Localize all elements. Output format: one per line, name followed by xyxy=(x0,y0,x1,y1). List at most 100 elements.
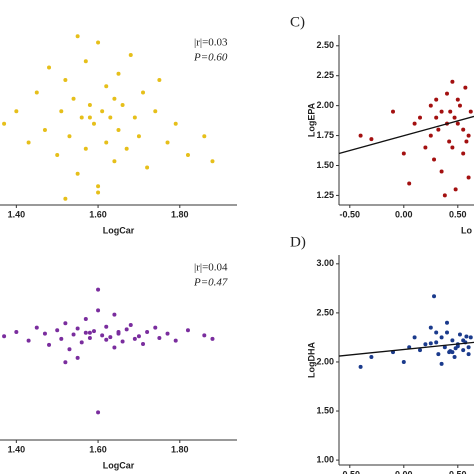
y-tick-label: 1.25 xyxy=(316,190,334,200)
point xyxy=(112,345,117,350)
point xyxy=(466,175,471,180)
point xyxy=(83,316,88,321)
point xyxy=(457,332,462,337)
point xyxy=(63,196,68,201)
point xyxy=(104,84,109,89)
point xyxy=(91,329,96,334)
y-tick-label: 1.75 xyxy=(316,130,334,140)
point xyxy=(453,187,458,192)
point xyxy=(120,339,125,344)
point xyxy=(100,333,105,338)
point xyxy=(407,181,412,186)
point xyxy=(461,127,466,132)
annotation: P=0.47 xyxy=(193,277,228,289)
point xyxy=(120,103,125,107)
point xyxy=(439,169,444,174)
point xyxy=(173,121,178,126)
point xyxy=(104,337,109,342)
point xyxy=(87,330,92,335)
y-axis-label: LogDHA xyxy=(306,342,316,378)
point xyxy=(75,355,80,360)
point xyxy=(75,326,80,331)
point xyxy=(461,338,466,343)
point xyxy=(185,153,190,157)
point xyxy=(104,324,109,329)
point xyxy=(401,151,406,156)
point xyxy=(439,335,444,340)
point xyxy=(447,139,452,144)
point xyxy=(358,364,363,369)
point xyxy=(26,140,31,145)
point xyxy=(450,79,455,84)
x-tick-label: 1.60 xyxy=(89,209,107,219)
point xyxy=(401,359,406,364)
y-axis-label: LogEPA xyxy=(306,102,316,137)
annotation: |r|=0.03 xyxy=(194,37,228,49)
x-axis-label: LogCar xyxy=(103,225,135,235)
point xyxy=(96,184,101,189)
point xyxy=(153,109,158,114)
point xyxy=(464,139,469,144)
point xyxy=(412,121,417,126)
point xyxy=(428,103,433,108)
x-axis-label: LogCar xyxy=(103,460,135,470)
point xyxy=(165,331,170,336)
point xyxy=(83,330,88,335)
point xyxy=(14,109,19,114)
point xyxy=(79,340,84,345)
y-tick-label: 2.25 xyxy=(316,70,334,80)
point xyxy=(141,90,146,95)
x-tick-label: -0.50 xyxy=(340,209,361,219)
x-tick-label: 1.40 xyxy=(8,209,26,219)
point xyxy=(116,128,121,132)
point xyxy=(59,336,64,341)
point xyxy=(116,331,121,336)
point xyxy=(63,360,68,365)
point xyxy=(448,349,453,354)
point xyxy=(96,190,101,195)
x-tick-label: 0.50 xyxy=(449,469,467,474)
point xyxy=(96,287,101,292)
point xyxy=(47,342,52,347)
point xyxy=(112,312,117,317)
point xyxy=(145,165,150,170)
point xyxy=(173,338,178,343)
point xyxy=(83,146,88,151)
point xyxy=(165,140,170,145)
x-tick-label: 1.80 xyxy=(171,209,189,219)
point xyxy=(136,134,141,139)
point xyxy=(428,325,433,330)
point xyxy=(42,128,47,132)
point xyxy=(369,137,374,142)
point xyxy=(432,294,437,299)
point xyxy=(157,78,162,82)
point xyxy=(445,91,449,96)
point xyxy=(450,338,455,343)
y-tick-label: 2.00 xyxy=(316,356,334,366)
point xyxy=(423,145,428,150)
point xyxy=(434,115,439,120)
y-tick-label: 2.50 xyxy=(316,40,334,50)
x-tick-label: 1.60 xyxy=(89,444,107,454)
point xyxy=(153,325,158,330)
point xyxy=(157,335,162,340)
point xyxy=(63,321,68,326)
point xyxy=(442,193,447,198)
point xyxy=(418,348,422,353)
fit-line xyxy=(338,115,474,155)
point xyxy=(412,335,417,340)
point xyxy=(448,109,453,114)
point xyxy=(47,65,52,70)
x-tick-label: 0.00 xyxy=(395,469,413,474)
point xyxy=(75,34,80,39)
point xyxy=(445,320,449,325)
point xyxy=(210,336,215,341)
point xyxy=(455,121,460,126)
point xyxy=(112,159,117,164)
point xyxy=(455,97,460,102)
annotation: P=0.60 xyxy=(193,52,228,64)
point xyxy=(87,335,92,340)
point xyxy=(67,347,72,352)
point xyxy=(453,346,458,351)
